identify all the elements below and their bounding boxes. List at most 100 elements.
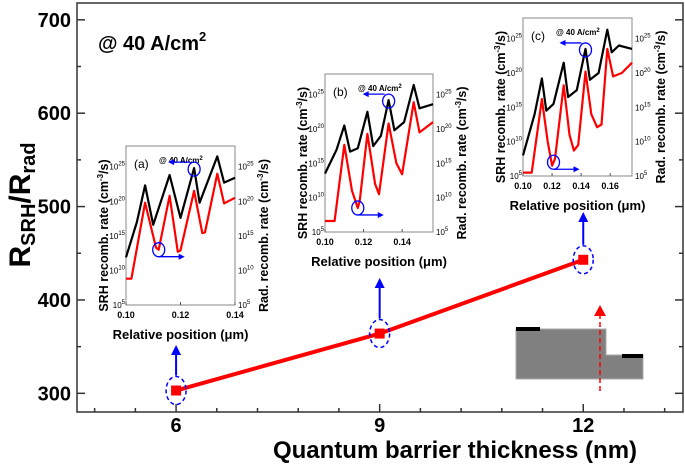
tick-exponent: 20 — [445, 124, 452, 130]
inset-x-tick-label: 0.16 — [601, 181, 619, 191]
inset-link-arrow-icon — [171, 345, 182, 355]
inset-y-tick-label-right: 1015 — [436, 158, 452, 168]
tick-exponent: 5 — [122, 300, 126, 306]
inset-x-tick-label: 0.14 — [393, 237, 411, 247]
y-label-main: SRH recomb. rate (cm — [97, 181, 111, 312]
inset-y-tick-label-left: 105 — [113, 300, 126, 310]
tick-exponent: 20 — [118, 196, 125, 202]
rad-rate-line — [126, 172, 236, 280]
data-point-marker — [374, 328, 385, 339]
inset-y-tick-label-right: 1025 — [635, 34, 651, 44]
x-tick-label: 12 — [572, 415, 594, 437]
inset-panel-label: (c) — [531, 29, 545, 43]
arrow-right-icon — [377, 211, 384, 218]
y-label-sup: -3 — [295, 101, 304, 109]
tick-base: 10 — [308, 194, 317, 203]
tick-exponent: 10 — [515, 137, 522, 143]
inset-y-tick-label-right: 1025 — [436, 90, 452, 100]
inset-current-note: @ 40 A/cm2 — [358, 84, 402, 93]
inset-y-tick-label-left: 1010 — [109, 265, 125, 275]
tick-base: 10 — [308, 91, 317, 100]
tick-exponent: 25 — [247, 162, 254, 168]
tick-exponent: 5 — [519, 171, 523, 177]
inset-link-arrow-icon — [578, 212, 589, 222]
y-tick-label: 500 — [38, 197, 71, 219]
tick-exponent: 15 — [515, 102, 522, 108]
tick-exponent: 15 — [445, 158, 452, 164]
inset-x-label: Relative position (μm) — [113, 327, 249, 342]
black-peak-highlight-circle — [187, 161, 201, 177]
arrow-left-icon — [168, 159, 175, 166]
main-axes: 300 400 500 600 700 6 9 12 — [38, 2, 684, 437]
inset-y-tick-label-right: 1010 — [238, 265, 254, 275]
black-peak-highlight-circle — [578, 42, 593, 58]
inset-y-tick-label-right: 105 — [238, 300, 251, 310]
inset-x-label: Relative position (μm) — [510, 198, 646, 213]
tick-exponent: 15 — [247, 231, 254, 237]
tick-base: 10 — [635, 69, 644, 78]
inset-x-tick-label: 0.12 — [543, 181, 561, 191]
tick-exponent: 25 — [118, 162, 125, 168]
inset-y-tick-label-right: 1010 — [635, 137, 651, 147]
inset-y-label-left: SRH recomb. rate (cm-3/s) — [493, 31, 508, 183]
inset-y-tick-label-left: 1025 — [308, 90, 324, 100]
y-label-tail: /s) — [455, 86, 469, 101]
rad-rate-line — [523, 47, 633, 174]
tick-base: 10 — [436, 159, 445, 168]
inset-y-tick-label-left: 1010 — [506, 137, 522, 147]
tick-exponent: 10 — [445, 193, 452, 199]
tick-base: 10 — [238, 197, 247, 206]
y-axis-label: RSRH/Rrad — [4, 142, 40, 267]
inset-frame — [522, 17, 633, 177]
current-density-annotation: @ 40 A/cm2 — [98, 29, 206, 55]
tick-exponent: 10 — [317, 193, 324, 199]
x-axis-label: Quantum barrier thickness (nm) — [273, 437, 637, 464]
tick-base: 10 — [238, 301, 247, 310]
tick-exponent: 25 — [317, 90, 324, 96]
tick-exponent: 10 — [118, 265, 125, 271]
y-label-tail: /s) — [257, 159, 271, 174]
inset-y-tick-label-left: 1025 — [506, 34, 522, 44]
inset-y-tick-label-right: 1020 — [436, 124, 452, 134]
tick-exponent: 15 — [644, 102, 651, 108]
y-label-r2: /R — [4, 173, 37, 203]
inset-y-tick-label-left: 1010 — [308, 193, 324, 203]
barrier-bar-left — [516, 327, 540, 331]
tick-base: 10 — [109, 232, 118, 241]
y-tick-label: 400 — [38, 290, 71, 312]
y-label-main: Rad. recomb. rate (cm — [257, 181, 271, 312]
inset-x-tick-label: 0.10 — [316, 237, 334, 247]
inset-x-tick-label: 0.14 — [226, 310, 244, 320]
tick-exponent: 5 — [445, 227, 449, 233]
tick-base: 10 — [436, 125, 445, 134]
tick-exponent: 20 — [644, 68, 651, 74]
inset-y-tick-label-right: 1025 — [238, 162, 254, 172]
tick-exponent: 15 — [118, 231, 125, 237]
highlight-ellipse — [165, 375, 187, 406]
tick-base: 10 — [635, 172, 644, 181]
note-text: @ 40 A/cm — [556, 28, 596, 37]
y-label-sup: -3 — [493, 45, 502, 53]
y-label-sup: -3 — [96, 173, 105, 181]
tick-base: 10 — [109, 266, 118, 275]
tick-exponent: 5 — [247, 300, 251, 306]
tick-exponent: 10 — [247, 265, 254, 271]
arrow-right-icon — [573, 166, 580, 173]
inset-y-tick-label-right: 1015 — [635, 102, 651, 112]
y-label-tail: /s) — [296, 87, 310, 102]
tick-exponent: 25 — [515, 34, 522, 40]
y-label-main: SRH recomb. rate (cm — [296, 109, 310, 240]
inset-y-tick-label-right: 105 — [635, 171, 648, 181]
inset-y-tick-label-left: 1020 — [506, 68, 522, 78]
y-label-rad: rad — [18, 142, 40, 173]
tick-exponent: 10 — [644, 137, 651, 143]
highlight-ellipse — [368, 318, 391, 349]
arrow-right-icon — [178, 253, 185, 260]
inset-panel-label: (a) — [134, 157, 149, 171]
inset-x-tick-label: 0.10 — [117, 310, 135, 320]
annotation-text: @ 40 A/cm — [98, 33, 199, 55]
note-sup: 2 — [596, 28, 600, 34]
x-tick-label: 9 — [374, 415, 385, 437]
y-tick-label: 300 — [38, 383, 71, 405]
